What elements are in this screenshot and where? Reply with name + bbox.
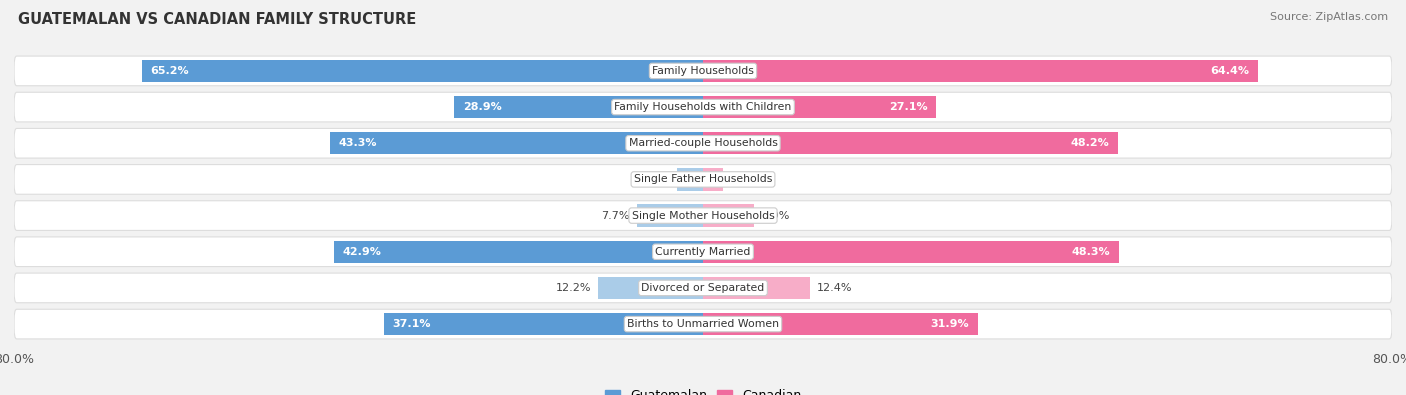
Bar (703, 96, 936, 118)
Text: 64.4%: 64.4% (1211, 66, 1249, 76)
FancyBboxPatch shape (14, 165, 1392, 194)
Bar (637, 204, 703, 227)
Text: 37.1%: 37.1% (392, 319, 430, 329)
Text: 5.9%: 5.9% (761, 211, 789, 220)
Bar (678, 168, 703, 191)
Text: Divorced or Separated: Divorced or Separated (641, 283, 765, 293)
Text: Family Households: Family Households (652, 66, 754, 76)
Text: 27.1%: 27.1% (889, 102, 928, 112)
Bar (454, 96, 703, 118)
Bar (703, 241, 1119, 263)
Text: 48.2%: 48.2% (1071, 138, 1109, 148)
Bar (384, 313, 703, 335)
Bar (703, 60, 1257, 82)
Text: 2.3%: 2.3% (730, 175, 758, 184)
Text: 31.9%: 31.9% (931, 319, 969, 329)
Bar (598, 277, 703, 299)
Text: GUATEMALAN VS CANADIAN FAMILY STRUCTURE: GUATEMALAN VS CANADIAN FAMILY STRUCTURE (18, 12, 416, 27)
Text: 48.3%: 48.3% (1071, 247, 1111, 257)
FancyBboxPatch shape (14, 237, 1392, 267)
Text: Currently Married: Currently Married (655, 247, 751, 257)
Text: Single Father Households: Single Father Households (634, 175, 772, 184)
Text: 65.2%: 65.2% (150, 66, 188, 76)
FancyBboxPatch shape (14, 309, 1392, 339)
Bar (703, 277, 810, 299)
Bar (703, 204, 754, 227)
Text: 28.9%: 28.9% (463, 102, 502, 112)
Bar (703, 313, 977, 335)
Text: 7.7%: 7.7% (602, 211, 630, 220)
FancyBboxPatch shape (14, 128, 1392, 158)
Text: Married-couple Households: Married-couple Households (628, 138, 778, 148)
FancyBboxPatch shape (14, 92, 1392, 122)
Bar (703, 132, 1118, 154)
Text: Source: ZipAtlas.com: Source: ZipAtlas.com (1270, 12, 1388, 22)
Text: 12.4%: 12.4% (817, 283, 852, 293)
Text: 3.0%: 3.0% (643, 175, 671, 184)
Text: Family Households with Children: Family Households with Children (614, 102, 792, 112)
Bar (142, 60, 703, 82)
FancyBboxPatch shape (14, 273, 1392, 303)
Bar (333, 241, 703, 263)
Text: Single Mother Households: Single Mother Households (631, 211, 775, 220)
FancyBboxPatch shape (14, 56, 1392, 86)
Text: 12.2%: 12.2% (555, 283, 591, 293)
Text: 43.3%: 43.3% (339, 138, 377, 148)
Text: 42.9%: 42.9% (342, 247, 381, 257)
Bar (703, 168, 723, 191)
Bar (330, 132, 703, 154)
FancyBboxPatch shape (14, 201, 1392, 230)
Legend: Guatemalan, Canadian: Guatemalan, Canadian (600, 384, 806, 395)
Text: Births to Unmarried Women: Births to Unmarried Women (627, 319, 779, 329)
